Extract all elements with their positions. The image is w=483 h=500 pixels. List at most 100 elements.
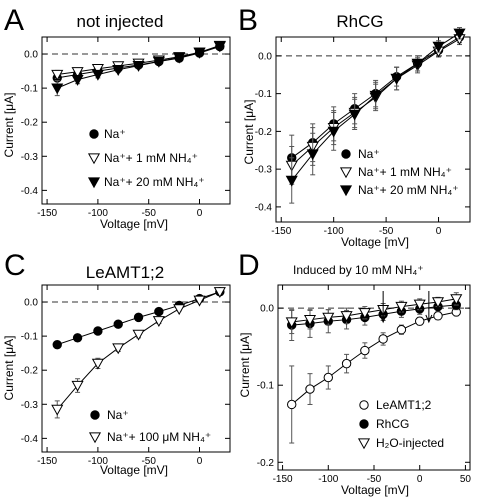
data-point	[133, 312, 144, 323]
y-tick-label: -0.4	[21, 434, 39, 445]
legend-entry: Na⁺	[90, 408, 129, 422]
arrow-head	[379, 314, 387, 324]
legend-symbol	[341, 149, 351, 159]
y-tick-label: 0.0	[258, 51, 272, 62]
data-point	[431, 297, 445, 309]
legend-label: Na⁺+ 1 mM NH₄⁺	[104, 151, 198, 165]
y-axis-title: Current [μA]	[2, 93, 16, 158]
data-point	[52, 339, 62, 350]
plot-area: -150 -100 -50 0 0.0 -0.1 -0.2 -0.3 -0.4	[255, 27, 471, 237]
data-point	[51, 83, 64, 95]
panel-title: LeAMT1;2	[86, 263, 164, 282]
legend-entry: Na⁺+ 1 mM NH₄⁺	[339, 165, 452, 179]
data-point	[390, 73, 403, 85]
x-axis-title: Voltage [mV]	[341, 483, 409, 497]
legend-label: LeAMT1;2	[376, 398, 432, 412]
data-point	[285, 317, 298, 329]
plot-frame	[41, 284, 231, 453]
legend-marker	[359, 400, 369, 410]
data-point	[173, 52, 186, 64]
series-line	[291, 311, 457, 405]
series-line	[291, 298, 457, 323]
legend-marker	[357, 438, 371, 450]
data-point	[378, 334, 388, 344]
y-tick-label: -0.3	[21, 152, 39, 163]
data-point	[91, 69, 104, 81]
x-tick-label: -100	[324, 226, 344, 237]
data-point	[71, 380, 84, 392]
legend-entry: H₂O-injected	[357, 436, 444, 450]
panel-letter: D	[238, 249, 260, 282]
legend: Na⁺ Na⁺+ 100 μM NH₄⁺	[88, 408, 211, 444]
data-point	[154, 306, 164, 317]
legend-label: Na⁺+ 20 mM NH₄⁺	[358, 183, 459, 197]
data-point	[213, 287, 226, 299]
data-point	[71, 74, 84, 86]
y-tick-label: -0.2	[21, 366, 39, 377]
x-tick-label: -150	[37, 208, 57, 219]
legend-entry: Na⁺+ 1 mM NH₄⁺	[87, 151, 198, 165]
data-point	[173, 304, 186, 316]
data-point	[152, 316, 165, 328]
x-tick-label: -100	[88, 456, 108, 467]
legend-label: RhCG	[376, 417, 409, 431]
plot-frame	[275, 36, 471, 223]
data-point	[91, 358, 104, 370]
data-point	[112, 343, 125, 355]
y-axis-title: Current [μA]	[242, 100, 256, 165]
legend-label: Na⁺+ 1 mM NH₄⁺	[358, 165, 452, 179]
data-point	[71, 67, 84, 78]
data-point	[413, 299, 426, 311]
legend-symbol	[339, 185, 353, 197]
y-tick-label: -0.3	[21, 400, 39, 411]
legend-symbol	[90, 410, 100, 420]
panel-letter: A	[4, 4, 24, 37]
data-point	[323, 372, 333, 383]
data-point	[433, 311, 443, 321]
data-point	[193, 47, 206, 59]
panel-title: not injected	[77, 12, 164, 31]
legend-marker	[359, 419, 369, 429]
legend: LeAMT1;2 RhCG H₂O-injected	[357, 398, 444, 450]
data-point	[396, 325, 407, 335]
data-point	[348, 109, 361, 121]
data-point	[51, 69, 64, 81]
legend-symbol	[359, 419, 369, 429]
legend-symbol	[89, 129, 99, 139]
panel-a: A not injected -150 -100 -50 0 0.0 -0.1 -0.2 -0…	[2, 4, 231, 231]
legend-entry: Na⁺+ 20 mM NH₄⁺	[87, 175, 205, 189]
y-axis-title: Current [μA]	[2, 336, 16, 401]
legend-symbol	[359, 400, 369, 410]
x-tick-label: 50	[460, 474, 472, 485]
legend: Na⁺ Na⁺+ 1 mM NH₄⁺ Na⁺+ 20 mM NH₄⁺	[339, 147, 459, 197]
x-tick-label: -150	[271, 226, 291, 237]
legend-label: Na⁺	[104, 127, 126, 141]
legend-marker	[90, 410, 100, 420]
legend-symbol	[87, 153, 101, 165]
legend-label: Na⁺+ 20 mM NH₄⁺	[104, 175, 205, 189]
x-tick-label: -50	[379, 226, 394, 237]
legend-entry: Na⁺	[89, 127, 126, 141]
data-point	[369, 90, 382, 102]
data-point	[113, 319, 123, 329]
data-point	[112, 65, 125, 76]
legend-entry: LeAMT1;2	[359, 398, 432, 412]
x-tick-label: -50	[141, 456, 156, 467]
plot-frame	[41, 36, 231, 205]
data-point	[395, 301, 408, 313]
x-tick-label: -50	[141, 208, 156, 219]
data-point	[306, 149, 319, 161]
legend-marker	[87, 153, 101, 165]
panel-c: C LeAMT1;2 -150 -100 -50 0 0.0 -0.1 -0.2 -0.3 -0…	[2, 249, 231, 477]
x-tick-label: -50	[367, 474, 382, 485]
arrow-head	[425, 314, 433, 324]
plot-area: -150 -100 -50 0 0.0 -0.1 -0.2 -0.3 -0.4	[21, 36, 231, 219]
data-point	[93, 326, 103, 336]
x-tick-label: 0	[436, 226, 442, 237]
x-tick-label: 0	[417, 474, 423, 485]
x-axis-title: Voltage [mV]	[100, 463, 168, 477]
data-point	[432, 41, 445, 53]
data-point	[411, 58, 424, 70]
data-point	[51, 404, 64, 416]
